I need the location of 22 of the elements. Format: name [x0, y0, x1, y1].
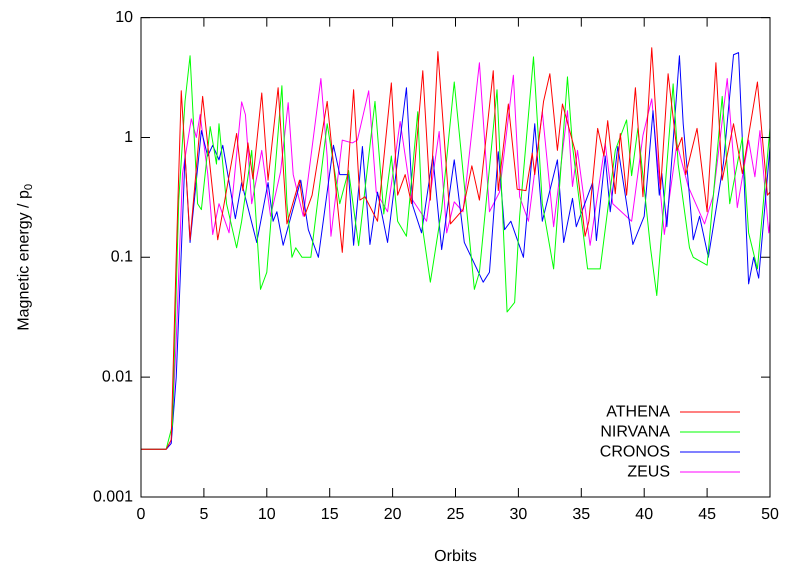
x-tick-label: 5 — [199, 506, 208, 524]
x-tick-label: 45 — [698, 506, 716, 524]
y-tick-label: 10 — [115, 9, 134, 26]
x-tick-label: 25 — [446, 506, 464, 524]
y-axis-title: Magnetic energy / p0 — [15, 184, 35, 331]
x-tick-label: 20 — [384, 506, 402, 524]
y-tick-label: 0.1 — [110, 248, 134, 266]
legend-label: ZEUS — [627, 463, 670, 480]
legend-label: ATHENA — [606, 403, 670, 420]
y-tick-label: 0.001 — [92, 488, 134, 506]
y-tick-label: 1 — [124, 128, 134, 146]
x-axis-title: Orbits — [434, 548, 477, 565]
legend-label: NIRVANA — [600, 423, 670, 440]
x-tick-label: 10 — [258, 506, 276, 524]
y-tick-label: 0.01 — [102, 368, 134, 386]
legend-label: CRONOS — [600, 443, 670, 460]
x-tick-label: 15 — [320, 506, 339, 524]
x-tick-label: 50 — [761, 506, 779, 524]
x-tick-label: 30 — [510, 506, 528, 524]
x-tick-label: 40 — [635, 506, 654, 524]
x-tick-label: 35 — [572, 506, 590, 524]
x-tick-label: 0 — [136, 506, 146, 524]
